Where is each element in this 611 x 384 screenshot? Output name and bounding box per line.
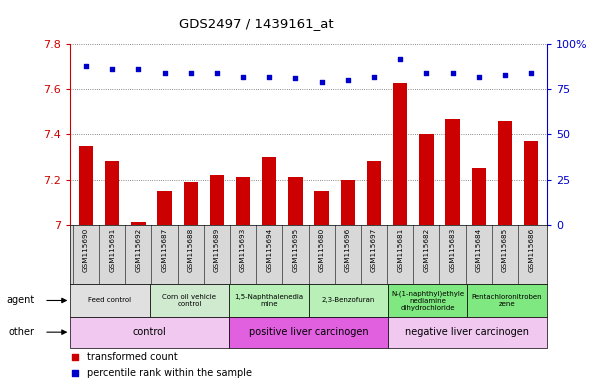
- Text: Pentachloronitroben
zene: Pentachloronitroben zene: [472, 294, 543, 307]
- Text: GSM115687: GSM115687: [161, 228, 167, 272]
- Text: GSM115684: GSM115684: [476, 228, 481, 272]
- Point: [343, 77, 353, 83]
- Bar: [315, 191, 329, 225]
- Point: [474, 74, 484, 80]
- Bar: [105, 162, 119, 225]
- Text: GSM115697: GSM115697: [371, 228, 377, 272]
- Point: [108, 66, 117, 73]
- Text: negative liver carcinogen: negative liver carcinogen: [406, 327, 529, 337]
- Bar: [341, 180, 355, 225]
- Text: 1,5-Naphthalenedia
mine: 1,5-Naphthalenedia mine: [234, 294, 304, 307]
- Bar: [388, 317, 547, 348]
- Point: [70, 354, 80, 360]
- Bar: [236, 177, 251, 225]
- Text: 2,3-Benzofuran: 2,3-Benzofuran: [321, 298, 375, 303]
- Point: [448, 70, 458, 76]
- Point: [238, 74, 248, 80]
- Bar: [150, 284, 229, 317]
- Point: [81, 63, 91, 69]
- Text: Feed control: Feed control: [89, 298, 131, 303]
- Bar: [79, 146, 93, 225]
- Text: GSM115685: GSM115685: [502, 228, 508, 272]
- Text: percentile rank within the sample: percentile rank within the sample: [87, 368, 252, 378]
- Point: [369, 74, 379, 80]
- Bar: [524, 141, 538, 225]
- Text: agent: agent: [6, 295, 34, 306]
- Bar: [472, 168, 486, 225]
- Text: GSM115692: GSM115692: [136, 228, 141, 272]
- Bar: [467, 284, 547, 317]
- Bar: [210, 175, 224, 225]
- Bar: [419, 134, 434, 225]
- Bar: [131, 222, 145, 225]
- Bar: [309, 284, 388, 317]
- Point: [526, 70, 536, 76]
- Text: GSM115680: GSM115680: [319, 228, 324, 272]
- Text: GSM115694: GSM115694: [266, 228, 273, 272]
- Bar: [70, 284, 150, 317]
- Text: other: other: [9, 327, 34, 337]
- Bar: [70, 317, 229, 348]
- Bar: [388, 284, 467, 317]
- Bar: [262, 157, 276, 225]
- Text: GSM115683: GSM115683: [450, 228, 456, 272]
- Point: [265, 74, 274, 80]
- Text: GSM115682: GSM115682: [423, 228, 430, 272]
- Point: [133, 66, 143, 73]
- Bar: [183, 182, 198, 225]
- Point: [500, 72, 510, 78]
- Point: [186, 70, 196, 76]
- Bar: [498, 121, 512, 225]
- Text: GSM115691: GSM115691: [109, 228, 115, 272]
- Point: [395, 56, 405, 62]
- Bar: [445, 119, 459, 225]
- Point: [159, 70, 169, 76]
- Point: [291, 75, 301, 81]
- Text: GSM115689: GSM115689: [214, 228, 220, 272]
- Point: [70, 370, 80, 376]
- Bar: [229, 284, 309, 317]
- Text: GSM115695: GSM115695: [293, 228, 298, 272]
- Text: GSM115681: GSM115681: [397, 228, 403, 272]
- Text: GDS2497 / 1439161_at: GDS2497 / 1439161_at: [179, 17, 334, 30]
- Text: GSM115696: GSM115696: [345, 228, 351, 272]
- Text: positive liver carcinogen: positive liver carcinogen: [249, 327, 368, 337]
- Bar: [393, 83, 408, 225]
- Bar: [158, 191, 172, 225]
- Text: GSM115690: GSM115690: [83, 228, 89, 272]
- Text: transformed count: transformed count: [87, 352, 178, 362]
- Point: [316, 79, 326, 85]
- Text: GSM115686: GSM115686: [528, 228, 534, 272]
- Point: [422, 70, 431, 76]
- Text: GSM115693: GSM115693: [240, 228, 246, 272]
- Point: [212, 70, 222, 76]
- Text: GSM115688: GSM115688: [188, 228, 194, 272]
- Bar: [288, 177, 302, 225]
- Text: N-(1-naphthyl)ethyle
nediamine
dihydrochloride: N-(1-naphthyl)ethyle nediamine dihydroch…: [391, 290, 464, 311]
- Text: control: control: [133, 327, 167, 337]
- Text: Corn oil vehicle
control: Corn oil vehicle control: [163, 294, 216, 307]
- Bar: [367, 162, 381, 225]
- Bar: [229, 317, 388, 348]
